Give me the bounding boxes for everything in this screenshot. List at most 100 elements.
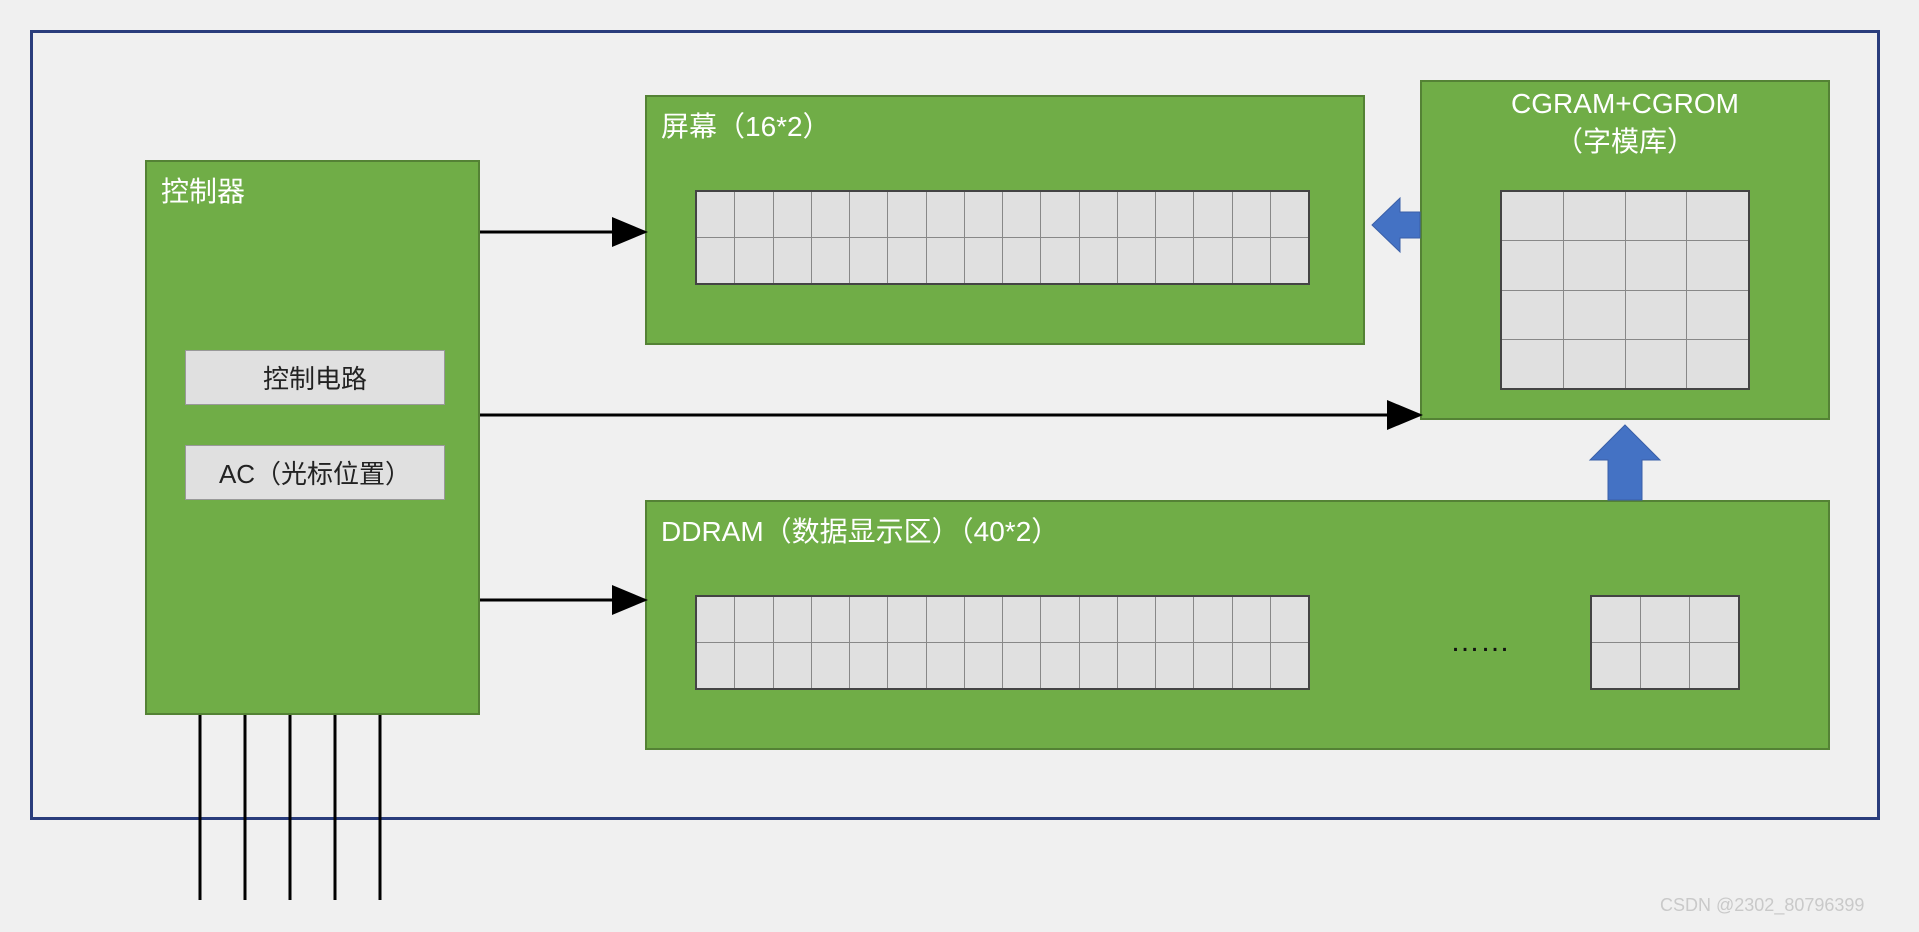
grid-cell <box>850 597 887 642</box>
grid-cell <box>888 643 925 688</box>
grid-cell <box>774 643 811 688</box>
grid-cell <box>1690 643 1738 688</box>
grid-cell <box>1502 291 1563 339</box>
grid-cell <box>965 643 1002 688</box>
grid-cell <box>965 238 1002 283</box>
grid-cell <box>888 597 925 642</box>
grid-cell <box>1564 340 1625 388</box>
ddram-grid-right <box>1590 595 1740 690</box>
grid-cell <box>1626 340 1687 388</box>
grid-cell <box>1687 241 1748 289</box>
grid-cell <box>888 192 925 237</box>
grid-cell <box>1003 597 1040 642</box>
grid-cell <box>1502 192 1563 240</box>
grid-cell <box>812 192 849 237</box>
grid-cell <box>1271 192 1308 237</box>
grid-cell <box>1564 241 1625 289</box>
grid-cell <box>697 238 734 283</box>
grid-cell <box>1641 597 1689 642</box>
grid-cell <box>1271 597 1308 642</box>
grid-cell <box>1194 192 1231 237</box>
control-circuit-box: 控制电路 <box>185 350 445 405</box>
grid-cell <box>1592 643 1640 688</box>
screen-title: 屏幕（16*2） <box>647 97 1363 153</box>
grid-cell <box>735 597 772 642</box>
grid-cell <box>850 192 887 237</box>
control-circuit-label: 控制电路 <box>263 359 367 396</box>
grid-cell <box>1041 192 1078 237</box>
ac-cursor-box: AC（光标位置） <box>185 445 445 500</box>
ac-cursor-label: AC（光标位置） <box>219 454 411 491</box>
grid-cell <box>1233 643 1270 688</box>
grid-cell <box>735 643 772 688</box>
grid-cell <box>1641 643 1689 688</box>
grid-cell <box>1687 340 1748 388</box>
grid-cell <box>927 192 964 237</box>
grid-cell <box>1041 643 1078 688</box>
ddram-title: DDRAM（数据显示区）（40*2） <box>647 502 1828 558</box>
grid-cell <box>1194 643 1231 688</box>
grid-cell <box>1003 192 1040 237</box>
grid-cell <box>774 238 811 283</box>
grid-cell <box>697 597 734 642</box>
grid-cell <box>1271 238 1308 283</box>
watermark-text: CSDN @2302_80796399 <box>1660 895 1864 916</box>
grid-cell <box>1626 291 1687 339</box>
grid-cell <box>1080 238 1117 283</box>
cgram-title-2: （字模库） <box>1422 120 1828 160</box>
grid-cell <box>1690 597 1738 642</box>
grid-cell <box>1003 238 1040 283</box>
grid-cell <box>774 192 811 237</box>
grid-cell <box>1118 192 1155 237</box>
grid-cell <box>812 643 849 688</box>
grid-cell <box>965 192 1002 237</box>
grid-cell <box>1080 643 1117 688</box>
grid-cell <box>1233 238 1270 283</box>
grid-cell <box>1194 238 1231 283</box>
ddram-grid-left <box>695 595 1310 690</box>
grid-cell <box>1080 192 1117 237</box>
grid-cell <box>1041 238 1078 283</box>
grid-cell <box>1626 192 1687 240</box>
grid-cell <box>1502 340 1563 388</box>
cgram-title-1: CGRAM+CGROM <box>1422 82 1828 120</box>
grid-cell <box>1156 192 1193 237</box>
grid-cell <box>1156 643 1193 688</box>
grid-cell <box>697 643 734 688</box>
grid-cell <box>1687 192 1748 240</box>
grid-cell <box>1626 241 1687 289</box>
grid-cell <box>965 597 1002 642</box>
ddram-ellipsis: …… <box>1450 625 1510 659</box>
grid-cell <box>1156 238 1193 283</box>
grid-cell <box>697 192 734 237</box>
grid-cell <box>1080 597 1117 642</box>
grid-cell <box>1118 643 1155 688</box>
screen-grid <box>695 190 1310 285</box>
grid-cell <box>1233 192 1270 237</box>
grid-cell <box>1233 597 1270 642</box>
grid-cell <box>735 238 772 283</box>
cgram-grid <box>1500 190 1750 390</box>
grid-cell <box>1687 291 1748 339</box>
grid-cell <box>774 597 811 642</box>
grid-cell <box>850 238 887 283</box>
grid-cell <box>927 597 964 642</box>
grid-cell <box>1003 643 1040 688</box>
controller-title: 控制器 <box>147 162 478 218</box>
grid-cell <box>1592 597 1640 642</box>
grid-cell <box>1041 597 1078 642</box>
grid-cell <box>812 597 849 642</box>
grid-cell <box>1118 238 1155 283</box>
grid-cell <box>1564 192 1625 240</box>
grid-cell <box>1502 241 1563 289</box>
grid-cell <box>888 238 925 283</box>
grid-cell <box>812 238 849 283</box>
grid-cell <box>1194 597 1231 642</box>
grid-cell <box>927 643 964 688</box>
grid-cell <box>1156 597 1193 642</box>
grid-cell <box>1118 597 1155 642</box>
grid-cell <box>1564 291 1625 339</box>
controller-block: 控制器 <box>145 160 480 715</box>
grid-cell <box>927 238 964 283</box>
grid-cell <box>735 192 772 237</box>
